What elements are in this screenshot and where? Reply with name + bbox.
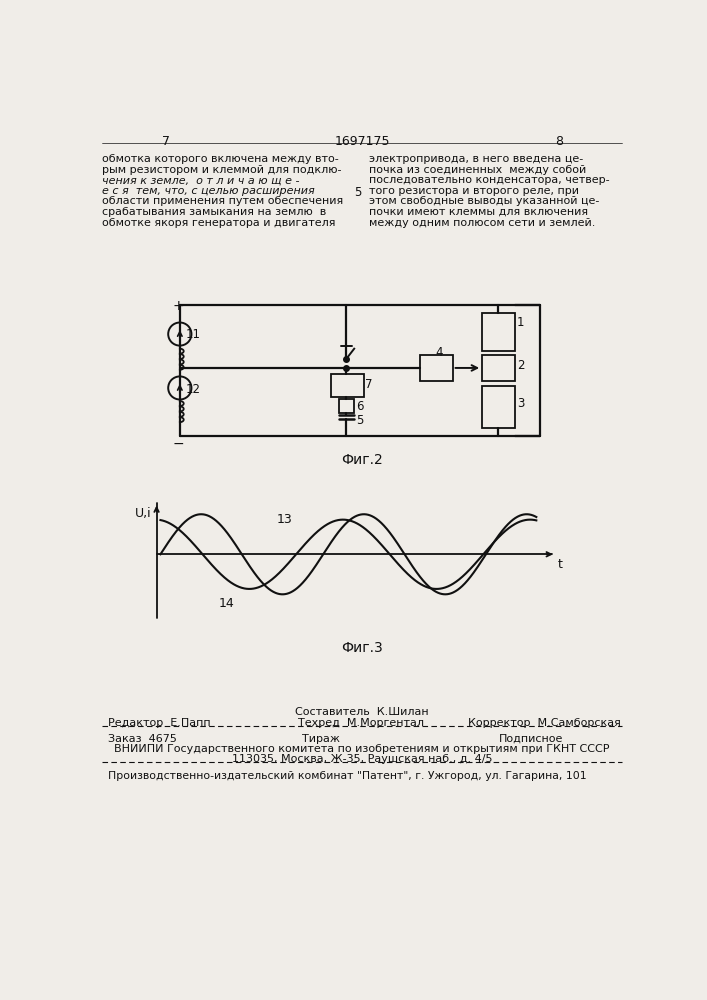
Text: почки имеют клеммы для включения: почки имеют клеммы для включения [369,207,588,217]
Text: Подписное: Подписное [499,734,563,744]
Text: 11: 11 [186,328,201,341]
Bar [420,355,452,381]
Text: последовательно конденсатора, четвер-: последовательно конденсатора, четвер- [369,175,609,185]
Bar [339,399,354,413]
Text: электропривода, в него введена це-: электропривода, в него введена це- [369,154,583,164]
Text: 5: 5 [356,414,363,427]
Text: чения к земле,  о т л и ч а ю щ е -: чения к земле, о т л и ч а ю щ е - [103,175,300,185]
Text: 7: 7 [365,378,373,391]
Text: 5: 5 [354,186,362,199]
Bar [482,312,515,351]
Text: Фиг.3: Фиг.3 [341,641,382,655]
Bar [482,386,515,428]
Text: Тираж: Тираж [302,734,340,744]
Text: Фиг.2: Фиг.2 [341,453,382,467]
Text: Редактор  Е.Папп: Редактор Е.Папп [107,718,211,728]
Text: 6: 6 [356,400,363,413]
Text: Составитель  К.Шилан: Составитель К.Шилан [295,707,428,717]
Text: 8: 8 [555,135,563,148]
Text: Заказ  4675: Заказ 4675 [107,734,177,744]
Text: Техред  М.Моргентал: Техред М.Моргентал [298,718,423,728]
Text: −: − [172,437,184,451]
Text: 7: 7 [162,135,170,148]
Text: 13: 13 [276,513,293,526]
Bar [331,374,363,397]
Text: рым резистором и клеммой для подклю-: рым резистором и клеммой для подклю- [103,165,341,175]
Text: обмотка которого включена между вто-: обмотка которого включена между вто- [103,154,339,164]
Bar [482,355,515,381]
Text: между одним полюсом сети и землей.: между одним полюсом сети и землей. [369,218,595,228]
Text: 4: 4 [436,346,443,359]
Text: 3: 3 [517,397,525,410]
Text: Производственно-издательский комбинат "Патент", г. Ужгород, ул. Гагарина, 101: Производственно-издательский комбинат "П… [107,771,586,781]
Text: 1: 1 [517,316,525,329]
Text: области применения путем обеспечения: области применения путем обеспечения [103,196,344,206]
Text: 14: 14 [218,597,234,610]
Text: 2: 2 [517,359,525,372]
Text: почка из соединенных  между собой: почка из соединенных между собой [369,165,586,175]
Text: 113035, Москва, Ж-35, Раушская наб., д. 4/5: 113035, Москва, Ж-35, Раушская наб., д. … [232,754,492,764]
Text: е с я  тем, что, с целью расширения: е с я тем, что, с целью расширения [103,186,315,196]
Text: 1697175: 1697175 [334,135,390,148]
Text: того резистора и второго реле, при: того резистора и второго реле, при [369,186,579,196]
Text: 12: 12 [186,383,201,396]
Text: U,i: U,i [135,507,151,520]
Text: этом свободные выводы указанной це-: этом свободные выводы указанной це- [369,196,600,206]
Text: срабатывания замыкания на землю  в: срабатывания замыкания на землю в [103,207,327,217]
Text: Корректор  М.Самборская: Корректор М.Самборская [468,718,621,728]
Text: t: t [558,558,563,571]
Text: ВНИИПИ Государственного комитета по изобретениям и открытиям при ГКНТ СССР: ВНИИПИ Государственного комитета по изоб… [115,744,609,754]
Text: обмотке якоря генератора и двигателя: обмотке якоря генератора и двигателя [103,218,336,228]
Text: +: + [172,299,184,313]
